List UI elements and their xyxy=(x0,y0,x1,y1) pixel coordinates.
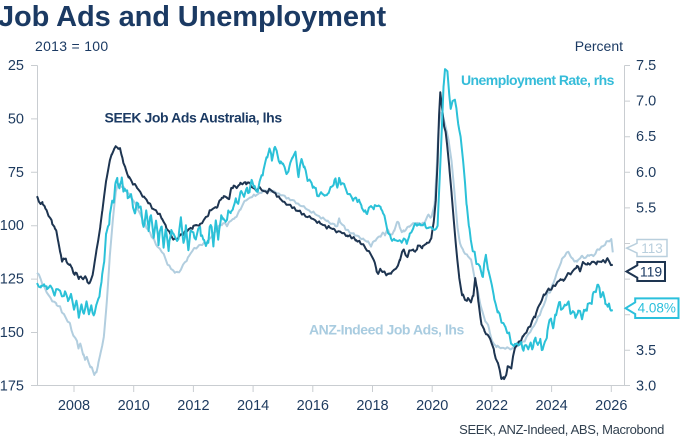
svg-text:2026: 2026 xyxy=(595,398,627,414)
svg-text:150: 150 xyxy=(0,325,24,341)
svg-text:2010: 2010 xyxy=(118,398,150,414)
svg-text:6.5: 6.5 xyxy=(636,129,656,145)
svg-text:3.0: 3.0 xyxy=(636,378,656,394)
svg-text:2012: 2012 xyxy=(177,398,209,414)
svg-text:ANZ-Indeed Job Ads, lhs: ANZ-Indeed Job Ads, lhs xyxy=(309,322,464,338)
svg-text:Unemployment Rate, rhs: Unemployment Rate, rhs xyxy=(461,72,615,88)
svg-text:2022: 2022 xyxy=(476,398,508,414)
svg-text:SEEK Job Ads Australia, lhs: SEEK Job Ads Australia, lhs xyxy=(105,110,283,126)
svg-text:2016: 2016 xyxy=(297,398,329,414)
svg-text:7.5: 7.5 xyxy=(636,58,656,74)
svg-text:2020: 2020 xyxy=(416,398,448,414)
svg-text:2024: 2024 xyxy=(535,398,567,414)
svg-text:2014: 2014 xyxy=(237,398,269,414)
svg-text:SEEK, ANZ-Indeed, ABS, Macrobo: SEEK, ANZ-Indeed, ABS, Macrobond xyxy=(459,422,664,437)
svg-text:175: 175 xyxy=(0,378,24,394)
svg-text:5.5: 5.5 xyxy=(636,200,656,216)
svg-text:113: 113 xyxy=(641,241,663,256)
svg-text:50: 50 xyxy=(8,111,24,127)
svg-text:100: 100 xyxy=(0,218,24,234)
svg-text:125: 125 xyxy=(0,272,24,288)
svg-text:4.08%: 4.08% xyxy=(638,301,676,316)
svg-text:6.0: 6.0 xyxy=(636,165,656,181)
svg-text:7.0: 7.0 xyxy=(636,94,656,110)
svg-text:Job Ads and Unemployment: Job Ads and Unemployment xyxy=(0,1,387,33)
svg-text:75: 75 xyxy=(8,165,24,181)
svg-text:2008: 2008 xyxy=(58,398,90,414)
svg-text:Percent: Percent xyxy=(575,38,623,54)
svg-text:2013 = 100: 2013 = 100 xyxy=(35,38,108,54)
svg-text:25: 25 xyxy=(8,58,24,74)
svg-text:2018: 2018 xyxy=(356,398,388,414)
svg-text:119: 119 xyxy=(640,264,663,280)
svg-text:3.5: 3.5 xyxy=(636,343,656,359)
